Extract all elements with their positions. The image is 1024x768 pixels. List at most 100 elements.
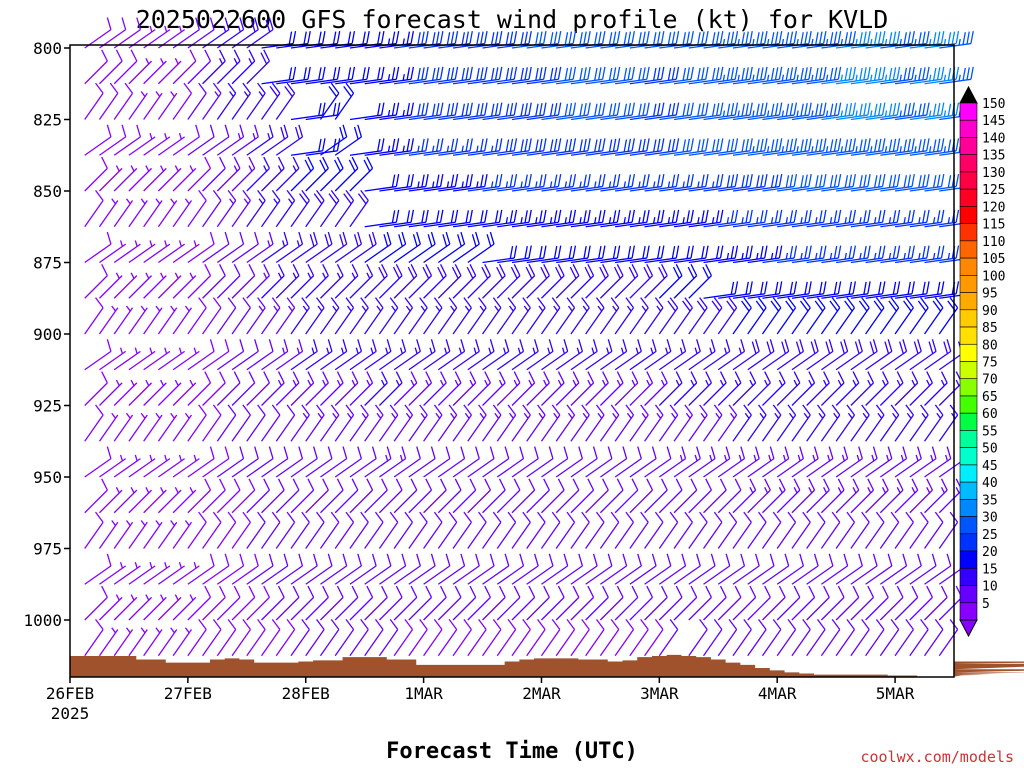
- wind-barb: [835, 511, 856, 549]
- wind-barb: [732, 173, 768, 192]
- wind-barb: [452, 102, 488, 121]
- wind-barb: [718, 138, 753, 156]
- wind-barb: [599, 585, 624, 621]
- wind-barb: [570, 245, 606, 264]
- wind-barb: [423, 478, 447, 514]
- wind-barb: [452, 138, 488, 156]
- wind-barb: [659, 138, 694, 156]
- wind-barb: [379, 209, 415, 228]
- wind-barb: [570, 618, 590, 657]
- wind-barb: [408, 297, 428, 335]
- wind-barb: [615, 138, 650, 156]
- wind-barb: [216, 49, 241, 85]
- wind-barb: [879, 297, 900, 335]
- wind-barb: [98, 305, 119, 335]
- wind-barb: [187, 156, 212, 192]
- wind-barb: [334, 264, 359, 299]
- wind-barb: [659, 66, 694, 85]
- wind-barb: [378, 511, 399, 549]
- wind-barb: [128, 91, 148, 120]
- wind-barb: [615, 245, 650, 264]
- wind-barb: [511, 102, 547, 121]
- wind-barb: [231, 297, 251, 335]
- wind-barb: [599, 618, 620, 657]
- wind-barb: [172, 82, 193, 120]
- wind-barb: [172, 272, 197, 299]
- wind-barb: [261, 446, 289, 478]
- wind-barb: [482, 371, 506, 406]
- wind-barb: [585, 339, 613, 371]
- wind-barb: [378, 297, 399, 335]
- wind-barb: [836, 281, 871, 299]
- wind-barb: [482, 404, 502, 442]
- wind-barb: [320, 66, 356, 85]
- wind-barb: [393, 404, 414, 442]
- wind-barb: [879, 371, 904, 406]
- wind-barb: [246, 124, 274, 156]
- y-axis: 800 825 850 875 900 925 950 975 1000: [23, 39, 70, 630]
- colorbar-label: 145: [982, 114, 1005, 129]
- wind-barb: [187, 618, 207, 657]
- wind-barb: [261, 297, 281, 335]
- wind-barb: [806, 281, 842, 299]
- colorbar-swatch: [959, 343, 978, 362]
- wind-barb: [496, 553, 525, 585]
- wind-barb: [659, 173, 694, 192]
- wind-barb: [644, 446, 672, 478]
- wind-barb: [334, 156, 359, 192]
- wind-barb: [246, 618, 266, 657]
- wind-barb: [541, 209, 577, 228]
- wind-barb: [143, 412, 163, 442]
- wind-barb: [334, 189, 355, 228]
- wind-barb: [511, 371, 536, 406]
- wind-barb: [658, 371, 683, 406]
- wind-barb: [747, 553, 775, 585]
- wind-barb: [378, 404, 399, 442]
- wind-barb: [865, 553, 893, 585]
- colorbar-label: 95: [982, 287, 998, 302]
- wind-barb: [835, 371, 860, 406]
- wind-barb: [747, 446, 775, 478]
- wind-barb: [349, 585, 374, 621]
- wind-barb: [482, 446, 510, 478]
- wind-barb: [99, 240, 127, 264]
- wind-barb: [717, 404, 738, 442]
- wind-barb: [820, 478, 845, 514]
- wind-barb: [378, 478, 403, 514]
- wind-barb: [128, 379, 153, 406]
- wind-barb: [526, 245, 562, 264]
- plot-frame: [69, 44, 955, 678]
- wind-barb: [909, 618, 929, 657]
- wind-barb: [172, 198, 193, 228]
- wind-barb: [703, 173, 739, 192]
- wind-barb: [599, 264, 624, 299]
- wind-barb: [216, 339, 245, 371]
- wind-barb: [526, 173, 562, 192]
- wind-barb: [526, 339, 554, 371]
- wind-barb: [791, 66, 827, 85]
- wind-barb: [187, 189, 207, 228]
- colorbar-label: 35: [982, 493, 998, 508]
- wind-barb: [585, 138, 621, 156]
- wind-barb: [747, 404, 767, 442]
- wind-barb: [349, 264, 374, 299]
- wind-barb: [423, 297, 443, 335]
- wind-barb: [600, 339, 628, 371]
- wind-barb: [880, 173, 915, 192]
- wind-barb: [393, 618, 414, 657]
- wind-barb: [143, 240, 171, 264]
- wind-barb: [526, 102, 562, 121]
- wind-barb: [688, 371, 713, 406]
- wind-barb: [467, 339, 495, 371]
- wind-barb: [658, 585, 683, 621]
- wind-barb: [423, 264, 447, 299]
- wind-barb: [556, 209, 591, 228]
- wind-barb: [791, 173, 827, 192]
- wind-barb: [408, 102, 444, 121]
- x-tick-label-28FEB: 28FEB: [282, 684, 330, 703]
- wind-barb: [924, 371, 948, 406]
- wind-barb: [305, 446, 333, 478]
- y-tick-label-950: 950: [33, 468, 62, 487]
- wind-barb: [437, 231, 466, 264]
- wind-barb: [644, 585, 668, 621]
